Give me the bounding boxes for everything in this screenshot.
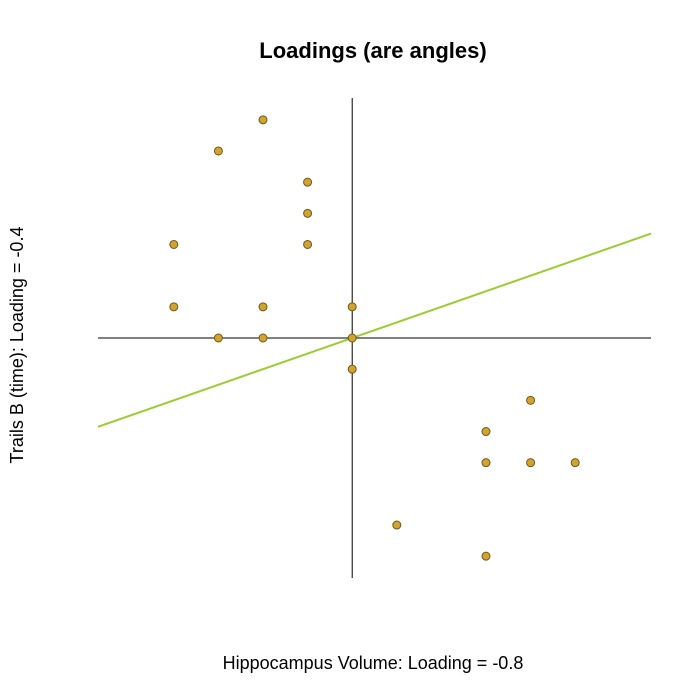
data-point-2 — [213, 146, 223, 156]
data-point-6 — [303, 239, 313, 249]
data-point-10 — [213, 333, 223, 343]
data-point-15 — [481, 427, 491, 437]
data-point-11 — [258, 333, 268, 343]
data-point-13 — [347, 364, 357, 374]
data-point-20 — [481, 551, 491, 561]
data-point-7 — [169, 302, 179, 312]
chart-title: Loadings (are angles) — [259, 38, 486, 63]
data-point-19 — [392, 520, 402, 530]
data-point-4 — [303, 208, 313, 218]
fit-line — [97, 232, 652, 428]
data-point-8 — [258, 302, 268, 312]
data-point-5 — [169, 239, 179, 249]
data-point-17 — [526, 458, 536, 468]
data-point-3 — [303, 177, 313, 187]
points-layer — [169, 115, 580, 561]
data-point-16 — [481, 458, 491, 468]
data-point-12 — [347, 333, 357, 343]
data-point-18 — [570, 458, 580, 468]
y-axis-label: Trails B (time): Loading = -0.4 — [7, 227, 27, 464]
x-axis-label: Hippocampus Volume: Loading = -0.8 — [223, 653, 524, 673]
data-point-9 — [347, 302, 357, 312]
data-point-14 — [526, 395, 536, 405]
data-point-1 — [258, 115, 268, 125]
